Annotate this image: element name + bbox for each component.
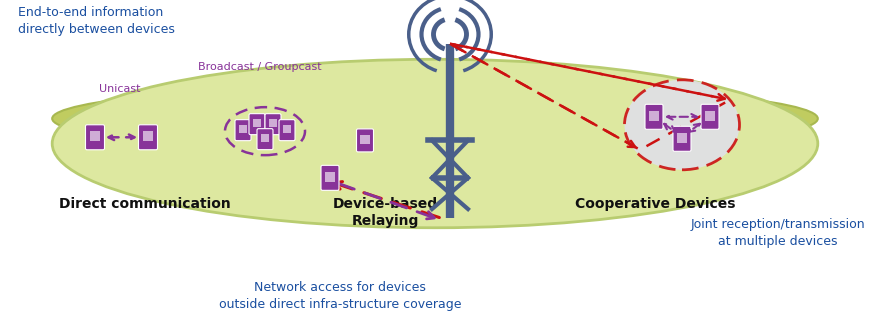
Text: Network access for devices
outside direct infra-structure coverage: Network access for devices outside direc…	[218, 281, 461, 311]
Bar	[325, 172, 335, 182]
Ellipse shape	[624, 80, 739, 170]
Bar	[269, 119, 277, 127]
Bar	[253, 119, 261, 127]
Bar	[90, 131, 100, 141]
FancyBboxPatch shape	[356, 129, 373, 152]
Text: Joint reception/transmission
at multiple devices: Joint reception/transmission at multiple…	[690, 218, 865, 248]
Text: Cooperative Devices: Cooperative Devices	[574, 197, 734, 211]
FancyBboxPatch shape	[85, 125, 104, 150]
Ellipse shape	[52, 59, 817, 228]
Text: Unicast: Unicast	[99, 84, 141, 94]
Bar	[238, 125, 247, 133]
FancyBboxPatch shape	[700, 104, 718, 129]
Text: End-to-end information
directly between devices: End-to-end information directly between …	[18, 6, 175, 36]
FancyBboxPatch shape	[673, 126, 690, 151]
FancyBboxPatch shape	[235, 120, 251, 141]
FancyBboxPatch shape	[644, 104, 662, 129]
FancyBboxPatch shape	[249, 114, 265, 135]
FancyBboxPatch shape	[138, 125, 157, 150]
FancyBboxPatch shape	[256, 129, 273, 150]
Text: Device-based
Relaying: Device-based Relaying	[332, 197, 437, 228]
Bar	[704, 111, 714, 121]
Bar	[360, 135, 369, 144]
Bar	[143, 131, 153, 141]
Bar	[261, 134, 269, 142]
Ellipse shape	[52, 84, 817, 153]
FancyBboxPatch shape	[321, 165, 339, 190]
FancyBboxPatch shape	[279, 120, 295, 141]
Text: Broadcast / Groupcast: Broadcast / Groupcast	[198, 62, 322, 72]
Bar	[676, 133, 687, 143]
Text: Direct communication: Direct communication	[59, 197, 230, 211]
Bar	[282, 125, 291, 133]
Bar	[648, 111, 658, 121]
FancyBboxPatch shape	[265, 114, 281, 135]
